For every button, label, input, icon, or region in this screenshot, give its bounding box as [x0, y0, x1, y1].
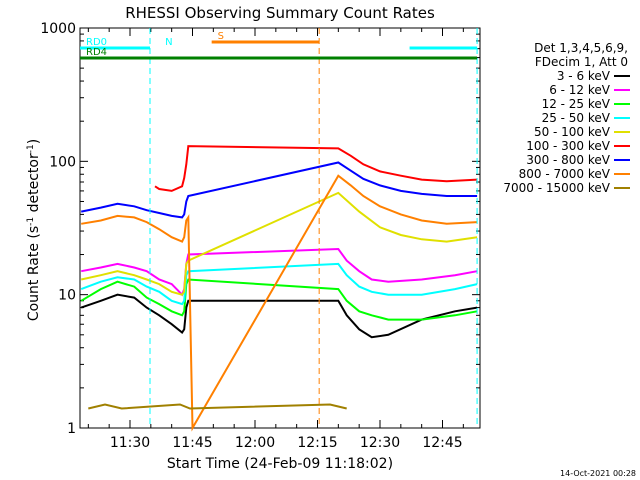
x-tick-label: 12:15	[297, 435, 337, 451]
legend: Det 1,3,4,5,6,9, FDecim 1, Att 0 3 - 6 k…	[503, 41, 630, 195]
series-line	[88, 403, 347, 410]
legend-header-line-2: FDecim 1, Att 0	[535, 55, 628, 69]
y-tick-label: 10	[58, 288, 76, 304]
legend-label: 12 - 25 keV	[542, 97, 611, 111]
series-line	[154, 145, 478, 192]
y-axis-label: Count Rate (s-1 detector-1)	[26, 139, 42, 321]
flag-label: N	[165, 37, 172, 48]
y-tick-label: 1000	[40, 21, 76, 37]
footer-date: 14-Oct-2021 00:28	[560, 469, 636, 478]
legend-label: 25 - 50 keV	[542, 111, 611, 125]
plot-frame	[79, 27, 481, 429]
x-tick-label: 12:00	[235, 435, 275, 451]
y-axis-label-sup1: -1	[26, 217, 36, 226]
flag-label: RD4	[86, 47, 107, 58]
legend-label: 300 - 800 keV	[526, 153, 610, 167]
series-line	[81, 161, 478, 219]
x-axis-ticks: 11:30 11:45 12:00 12:15 12:30 12:45	[87, 28, 464, 451]
legend-label: 3 - 6 keV	[557, 69, 611, 83]
y-axis-label-mid: detector	[26, 153, 42, 217]
y-tick-label: 1	[67, 421, 76, 437]
y-axis-ticks: 1 10 100 1000	[40, 21, 480, 437]
legend-label: 800 - 7000 keV	[519, 167, 611, 181]
legend-label: 7000 - 15000 keV	[503, 181, 610, 195]
chart-title: RHESSI Observing Summary Count Rates	[125, 4, 435, 22]
series-line	[81, 247, 478, 297]
series-line	[81, 174, 478, 432]
x-tick-label: 11:30	[110, 435, 150, 451]
legend-header-line-1: Det 1,3,4,5,6,9,	[534, 41, 628, 55]
marker-layer	[149, 28, 478, 428]
x-tick-label: 12:45	[422, 435, 462, 451]
legend-label: 100 - 300 keV	[526, 139, 610, 153]
flag-label: S	[218, 31, 224, 42]
flag-label: RD0	[86, 37, 107, 48]
x-tick-label: 11:45	[172, 435, 212, 451]
plot-area: 11:30 11:45 12:00 12:15 12:30 12:45 1 10 100 100…	[40, 21, 481, 451]
series-line	[80, 278, 478, 321]
x-axis-label: Start Time (24-Feb-09 11:18:02)	[167, 456, 393, 472]
legend-label: 50 - 100 keV	[534, 125, 611, 139]
y-axis-label-sup2: -1	[26, 144, 36, 153]
series-line	[80, 191, 478, 296]
y-tick-label: 100	[49, 154, 76, 170]
y-axis-label-main: Count Rate (s	[26, 226, 42, 321]
legend-label: 6 - 12 keV	[549, 83, 611, 97]
y-axis-label-end: )	[26, 139, 42, 144]
series-layer	[80, 145, 478, 432]
x-tick-label: 12:30	[360, 435, 400, 451]
series-line	[80, 293, 478, 339]
